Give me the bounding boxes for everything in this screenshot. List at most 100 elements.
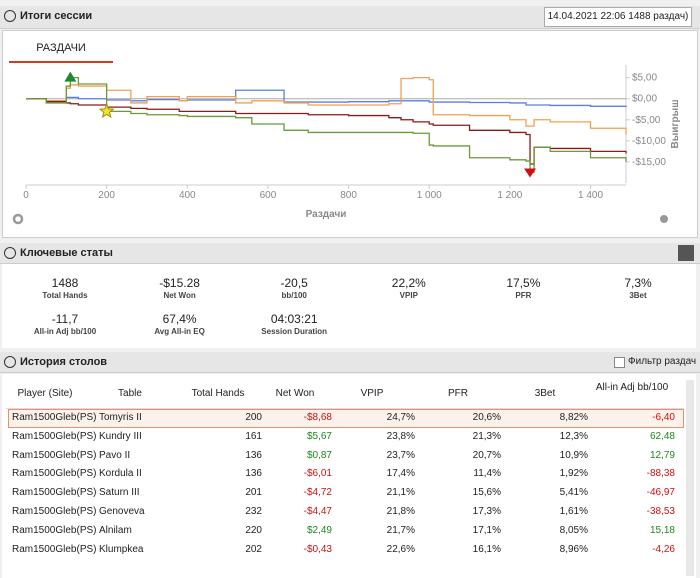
stat-value: 17,5% [506,276,541,290]
table-cell: 17,3% [472,506,501,517]
x-tick-label: 800 [340,190,357,201]
table-cell: Alnilam [99,524,132,536]
table-cell: -46,97 [646,487,675,499]
filter-checkbox[interactable] [614,357,625,368]
stat-label: 3Bet [629,291,647,300]
info-icon [660,215,668,223]
max-marker [64,71,77,82]
table-cell: 12,79 [649,449,675,461]
stat-value: 1488 [51,276,79,290]
y-tick-label: $0,00 [632,94,657,105]
y-axis-label: Выигрыш [670,99,681,148]
table-cell: -4,26 [652,543,675,555]
x-tick-label: 200 [98,190,115,201]
stat-label: Net Won [163,291,196,300]
history-table: Player (Site) Table Total Hands Net Won VPIP… [2,374,696,578]
table-cell: -6,40 [652,412,675,423]
stat-label: Total Hands [42,291,88,300]
column-header: Table [118,388,142,399]
table-cell: 8,96% [559,543,588,555]
y-tick-label: -$5,00 [632,115,661,126]
y-tick-label: $5,00 [632,73,657,84]
table-cell: 23,8% [386,430,415,442]
stat-label: Session Duration [261,327,328,336]
hands-tab[interactable]: РАЗДАЧИ [9,35,113,63]
filter-label: Фильтр раздач [628,356,697,367]
table-cell: 20,6% [472,412,501,423]
stat-label: Avg All-in EQ [154,327,205,336]
table-cell: Ram1500Gleb(PS) [12,506,97,517]
table-cell: $5,67 [306,430,332,442]
x-tick-label: 1 200 [497,190,522,201]
collapse-icon[interactable] [4,247,16,259]
selected-row [8,409,684,428]
table-cell: 11,4% [473,468,501,480]
table-cell: 200 [245,412,262,423]
table-cell: Ram1500Gleb(PS) [12,543,97,555]
collapse-icon[interactable] [4,10,16,22]
stat-label: bb/100 [281,291,307,300]
table-cell: -$0,43 [303,543,332,555]
x-tick-label: 400 [179,190,196,201]
stat-value: -20,5 [280,276,308,290]
column-header: PFR [448,388,468,399]
table-cell: 15,6% [472,487,501,499]
table-cell: Ram1500Gleb(PS) [12,430,97,442]
table-cell: 202 [245,543,262,555]
table-cell: 17,4% [386,468,415,480]
table-cell: 232 [245,506,262,517]
table-cell: 24,7% [386,412,415,423]
session-select[interactable]: 14.04.2021 22:06 1488 раздач) [544,7,692,27]
x-tick-label: 1 400 [578,190,603,201]
table-cell: 220 [245,524,262,536]
table-header-bg [6,380,684,409]
table-cell: 136 [245,449,262,461]
chart-panel: РАЗДАЧИ [2,30,698,238]
x-tick-label: 1 000 [417,190,442,201]
table-scrollbar [686,380,694,576]
star-marker [98,102,115,119]
table-cell: 1,61% [559,506,588,517]
stats-panel: 1488 Total Hands -$15.28 Net Won -20,5 bb/100… [2,264,696,348]
table-cell: -$4,72 [303,487,332,499]
stat-value: 7,3% [624,276,652,290]
series-line [26,76,627,135]
stat-label: All-in Adj bb/100 [33,327,97,336]
history-title: История столов [20,356,108,368]
y-tick-label: -$10,00 [632,136,666,147]
table-cell: 21,3% [472,430,501,442]
stats-bar: Ключевые статы [0,243,700,264]
stat-value: 22,2% [391,276,426,290]
table-cell: 21,7% [386,524,415,536]
series-line [26,98,627,165]
history-bar: История столов Фильтр раздач [0,352,700,373]
table-cell: -$8,68 [303,412,332,423]
stats-title: Ключевые статы [20,247,113,259]
column-header: Player (Site) [17,388,73,399]
stat-value: 67,4% [162,312,197,326]
table-cell: 1,92% [559,468,588,480]
table-cell: Klumpkea [99,543,144,555]
stat-value: 04:03:21 [270,312,318,326]
table-cell: 62,48 [649,430,675,442]
table-cell: Genoveva [99,506,145,517]
stat-label: PFR [515,291,532,300]
layout-button[interactable] [678,245,694,261]
table-cell: 8,05% [559,524,588,536]
collapse-icon[interactable] [4,356,16,368]
column-header: All-in Adj bb/100 [595,382,669,393]
table-cell: Ram1500Gleb(PS) [12,412,97,423]
chart: $5,00 $0,00 -$5,00 -$10,00 -$15,00 0 200 400 600… [12,65,681,225]
table-cell: 10,9% [559,449,588,461]
table-cell: -$6,01 [303,468,332,480]
session-title: Итоги сессии [20,10,93,22]
table-cell: Ram1500Gleb(PS) [12,524,97,536]
table-cell: 21,1% [386,487,415,499]
x-axis-label: Раздачи [306,209,347,220]
table-cell: 8,82% [559,412,588,423]
table-cell: Ram1500Gleb(PS) [12,487,97,499]
table-cell: 21,8% [386,506,415,517]
column-header: Total Hands [191,388,245,399]
stat-value: -$15.28 [159,276,200,290]
table-cell: -$4,47 [303,506,332,517]
